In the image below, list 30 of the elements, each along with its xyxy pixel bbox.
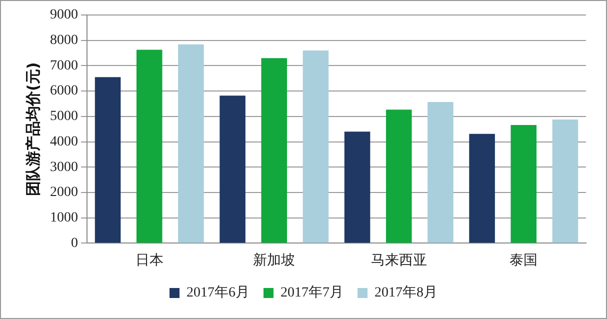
x-tick-label: 新加坡 <box>253 252 296 268</box>
bar <box>386 110 412 243</box>
legend-label: 2017年8月 <box>374 284 438 301</box>
bar <box>344 132 370 243</box>
bar <box>136 50 162 243</box>
y-axis-title: 团队游产品均价(元) <box>24 62 42 196</box>
y-tick-label: 3000 <box>50 160 78 175</box>
legend-label: 2017年7月 <box>280 284 344 301</box>
legend-label: 2017年6月 <box>186 284 250 301</box>
y-tick-label: 5000 <box>50 109 78 124</box>
x-tick-label: 泰国 <box>510 252 538 268</box>
y-tick-label: 9000 <box>50 8 78 23</box>
x-tick-label: 日本 <box>135 252 164 268</box>
y-tick-label: 8000 <box>50 33 78 48</box>
y-tick-label: 7000 <box>50 58 78 74</box>
bar <box>510 125 537 243</box>
bar <box>220 96 246 243</box>
bar <box>302 50 329 243</box>
bar <box>94 77 121 243</box>
bar <box>261 58 288 243</box>
y-tick-label: 6000 <box>50 84 78 99</box>
y-tick-label: 1000 <box>50 210 78 226</box>
bar <box>428 102 454 243</box>
bar <box>552 119 578 243</box>
y-tick-label: 0 <box>71 236 78 251</box>
bar <box>178 44 204 243</box>
y-tick-label: 2000 <box>50 185 78 200</box>
y-tick-label: 4000 <box>50 134 78 150</box>
bar <box>469 134 495 243</box>
x-tick-label: 马来西亚 <box>370 252 427 268</box>
